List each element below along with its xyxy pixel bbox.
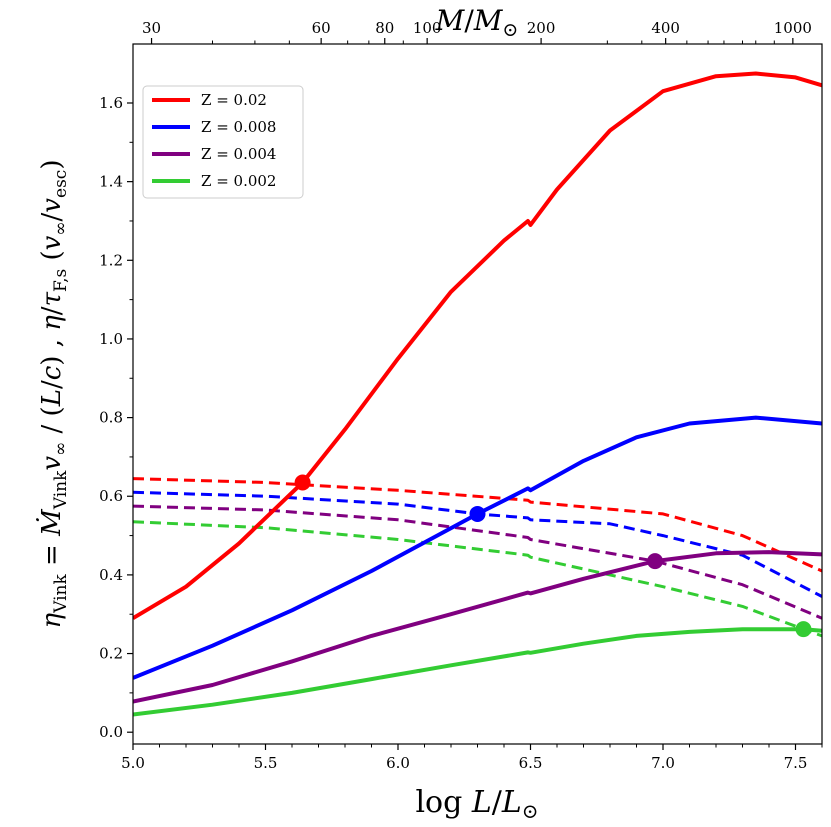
top-tick-label: 400: [651, 19, 680, 37]
marker-series-1: [469, 505, 486, 522]
top-tick-label: 30: [142, 19, 161, 37]
solid-line-series-0: [133, 71, 822, 620]
y-tick-label: 1.4: [99, 173, 123, 191]
solid-line-series-1: [133, 415, 822, 680]
top-axis-title: M/M⊙: [435, 4, 519, 41]
y-tick-label: 0.0: [99, 723, 123, 741]
legend-label: Z = 0.004: [201, 145, 276, 163]
x-axis-title: log L/L⊙: [415, 785, 538, 823]
svg-text:ηVink = ṀVinkv∞ / (L/c) , η/τ: ηVink = ṀVinkv∞ / (L/c) , η/τF,s (v∞/ves…: [36, 160, 71, 629]
x-tick-label: 5.5: [254, 754, 278, 772]
x-tick-label: 5.0: [121, 754, 145, 772]
top-tick-label: 1000: [774, 19, 812, 37]
solid-line-series-2: [133, 550, 822, 704]
dashed-line-series-1: [133, 490, 822, 598]
solid-line-series-3: [133, 627, 822, 717]
legend-label: Z = 0.02: [201, 91, 267, 109]
legend: Z = 0.02 Z = 0.008 Z = 0.004 Z = 0.002: [142, 85, 304, 199]
marker-series-0: [294, 474, 311, 491]
legend-label: Z = 0.002: [201, 172, 276, 190]
dashed-line-series-0: [133, 477, 822, 573]
y-axis-title: ηVink = ṀVinkv∞ / (L/c) , η/τF,s (v∞/ves…: [36, 160, 71, 629]
top-tick-label: 60: [312, 19, 331, 37]
x-tick-label: 7.0: [651, 754, 675, 772]
dashed-line-series-3: [133, 520, 822, 638]
y-tick-label: 0.6: [99, 487, 123, 505]
top-tick-label: 80: [375, 19, 394, 37]
dashed-line-series-2: [133, 504, 822, 620]
legend-box: [142, 85, 304, 199]
y-tick-label: 0.4: [99, 566, 123, 584]
y-tick-label: 0.8: [99, 409, 123, 427]
x-tick-label: 6.5: [519, 754, 543, 772]
x-tick-label: 7.5: [784, 754, 808, 772]
x-tick-label: 6.0: [386, 754, 410, 772]
legend-label: Z = 0.008: [201, 118, 276, 136]
ticks-layer: 5.0 5.5 6.0 6.5 7.0 7.5 0.0 0.2 0.4 0.6 0.8 1.0 1.2 1…: [99, 19, 823, 772]
marker-series-3: [795, 621, 812, 638]
marker-series-2: [647, 553, 664, 570]
y-tick-label: 0.2: [99, 645, 123, 663]
top-tick-label: 100: [413, 19, 442, 37]
y-tick-label: 1.2: [99, 251, 123, 269]
top-tick-label: 200: [527, 19, 556, 37]
series-layer: [133, 71, 822, 717]
y-tick-label: 1.0: [99, 330, 123, 348]
y-tick-label: 1.6: [99, 94, 123, 112]
